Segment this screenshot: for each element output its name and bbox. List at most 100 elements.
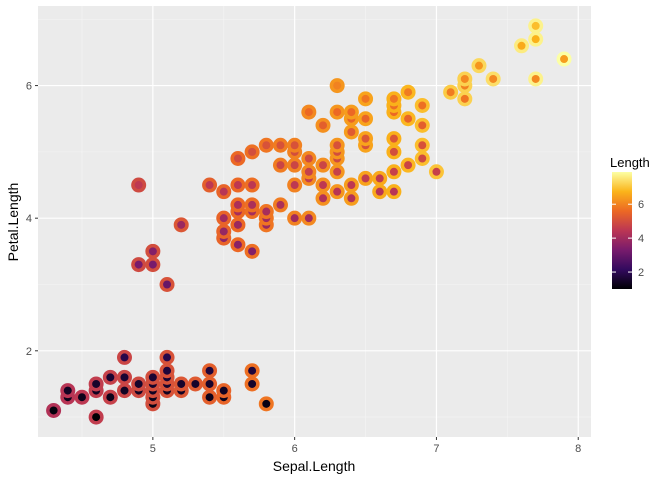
data-point-inner	[304, 167, 313, 176]
data-point-inner	[92, 379, 101, 388]
data-point-inner	[333, 187, 342, 196]
data-point-inner	[361, 174, 370, 183]
data-point-inner	[233, 200, 242, 209]
data-point	[315, 177, 331, 193]
data-point-inner	[432, 167, 441, 176]
data-point	[343, 177, 359, 193]
data-point-inner	[304, 154, 313, 163]
data-point	[386, 131, 402, 147]
y-tick-label: 4	[26, 213, 32, 225]
data-point-inner	[233, 181, 242, 190]
x-axis-title: Sepal.Length	[273, 458, 356, 474]
data-point-inner	[134, 181, 143, 190]
data-point-inner	[361, 134, 370, 143]
data-point	[428, 164, 444, 180]
data-point-inner	[531, 74, 540, 83]
data-point	[528, 18, 544, 34]
data-point-inner	[375, 187, 384, 196]
data-point-inner	[219, 214, 228, 223]
data-point-inner	[148, 373, 157, 382]
data-point	[287, 157, 303, 173]
data-point-inner	[531, 21, 540, 30]
data-point	[471, 58, 487, 74]
data-point	[116, 349, 132, 365]
data-point-inner	[304, 214, 313, 223]
data-point-inner	[404, 161, 413, 170]
data-point	[414, 97, 430, 113]
data-point	[173, 217, 189, 233]
data-point	[216, 383, 232, 399]
data-point-inner	[560, 55, 569, 64]
data-point-inner	[347, 108, 356, 117]
data-point-inner	[219, 227, 228, 236]
data-point	[287, 177, 303, 193]
y-tick-label: 2	[26, 346, 32, 358]
data-point	[287, 137, 303, 153]
data-points	[46, 18, 572, 425]
data-point-inner	[517, 41, 526, 50]
data-point	[46, 402, 62, 418]
data-point	[216, 184, 232, 200]
data-point-inner	[333, 81, 342, 90]
data-point	[386, 91, 402, 107]
data-point	[358, 91, 374, 107]
data-point-inner	[92, 413, 101, 422]
data-point-inner	[148, 247, 157, 256]
data-point	[230, 217, 246, 233]
legend-ticks: 2 4 6	[612, 199, 644, 279]
data-point-inner	[205, 181, 214, 190]
data-point-inner	[233, 154, 242, 163]
data-point	[244, 177, 260, 193]
data-point	[258, 396, 274, 412]
data-point	[414, 137, 430, 153]
data-point-inner	[248, 379, 257, 388]
data-point	[230, 177, 246, 193]
data-point-inner	[276, 141, 285, 150]
data-point-inner	[333, 108, 342, 117]
data-point-inner	[347, 181, 356, 190]
legend-tick-label: 6	[638, 199, 644, 211]
data-point-inner	[319, 181, 328, 190]
data-point	[88, 409, 104, 425]
legend: Length 2 4 6	[610, 155, 650, 289]
data-point	[258, 137, 274, 153]
data-point	[400, 84, 416, 100]
data-point-inner	[333, 167, 342, 176]
data-point	[145, 369, 161, 385]
legend-title: Length	[610, 155, 650, 170]
data-point-inner	[163, 280, 172, 289]
data-point-inner	[77, 393, 86, 402]
data-point-inner	[276, 200, 285, 209]
data-point-inner	[404, 114, 413, 123]
data-point	[315, 157, 331, 173]
data-point-inner	[134, 260, 143, 269]
x-tick-label: 5	[150, 443, 156, 455]
x-tick-label: 6	[292, 443, 298, 455]
data-point	[187, 376, 203, 392]
data-point-inner	[446, 88, 455, 97]
data-point-inner	[177, 379, 186, 388]
data-point	[258, 204, 274, 220]
data-point	[386, 164, 402, 180]
data-point	[230, 237, 246, 253]
data-point	[457, 91, 473, 107]
data-point-inner	[219, 187, 228, 196]
data-point	[528, 71, 544, 87]
data-point	[457, 71, 473, 87]
data-point	[244, 144, 260, 160]
data-point-inner	[304, 108, 313, 117]
data-point-inner	[233, 240, 242, 249]
data-point	[514, 38, 530, 54]
data-point	[386, 184, 402, 200]
data-point	[329, 137, 345, 153]
data-point-inner	[347, 127, 356, 136]
data-point-inner	[134, 379, 143, 388]
data-point-inner	[489, 74, 498, 83]
data-point-inner	[120, 386, 129, 395]
data-point	[88, 376, 104, 392]
data-point-inner	[63, 386, 72, 395]
data-point	[414, 117, 430, 133]
data-point-inner	[49, 406, 58, 415]
legend-colorbar	[612, 172, 632, 289]
data-point	[329, 104, 345, 120]
